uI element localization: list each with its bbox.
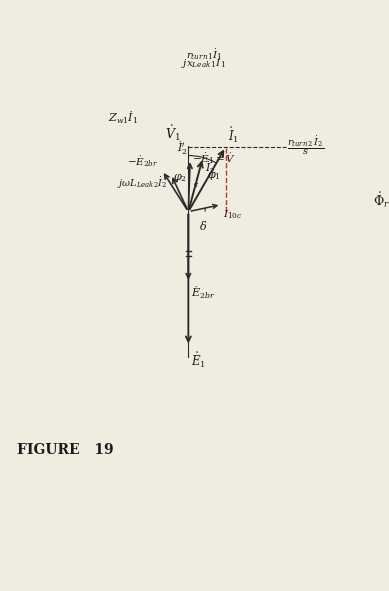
Text: $\varphi_2$: $\varphi_2$	[173, 171, 186, 184]
Text: $Z_{w1}\dot{I}_1$: $Z_{w1}\dot{I}_1$	[107, 109, 138, 125]
Text: $-\dot{E}_1=\dot{V}$: $-\dot{E}_1=\dot{V}$	[192, 151, 236, 165]
Text: $r_{turn\,1}\dot{I}_1$: $r_{turn\,1}\dot{I}_1$	[186, 47, 223, 62]
Text: $\dot{I}_1$: $\dot{I}_1$	[228, 125, 239, 145]
Text: $jx_{Leak\,1}\dot{I}_1$: $jx_{Leak\,1}\dot{I}_1$	[180, 56, 225, 71]
Text: $-\dot{E}_{2br}$: $-\dot{E}_{2br}$	[127, 154, 158, 168]
Text: $\dot{E}_1$: $\dot{E}_1$	[191, 351, 206, 371]
Text: $\dot{I}_2$: $\dot{I}_2$	[205, 160, 216, 176]
Text: $\dot{V}_1$: $\dot{V}_1$	[165, 124, 181, 143]
Text: $\dot{\Phi}_r$: $\dot{\Phi}_r$	[373, 190, 389, 210]
Text: $\varphi_1$: $\varphi_1$	[207, 170, 221, 183]
Text: $j\omega L_{Leak2}\dot{I}_2$: $j\omega L_{Leak2}\dot{I}_2$	[117, 176, 167, 191]
Text: $\dot{E}_{2br}$: $\dot{E}_{2br}$	[191, 284, 216, 301]
Text: $\dot{I}_{10c}$: $\dot{I}_{10c}$	[223, 206, 243, 222]
Text: $\dfrac{r_{turn\,2}\,\dot{I}_2}{s}$: $\dfrac{r_{turn\,2}\,\dot{I}_2}{s}$	[287, 135, 325, 157]
Text: $\dot{I}_2'$: $\dot{I}_2'$	[177, 139, 188, 157]
Text: FIGURE   19: FIGURE 19	[17, 443, 114, 457]
Text: $\delta$: $\delta$	[199, 219, 207, 232]
